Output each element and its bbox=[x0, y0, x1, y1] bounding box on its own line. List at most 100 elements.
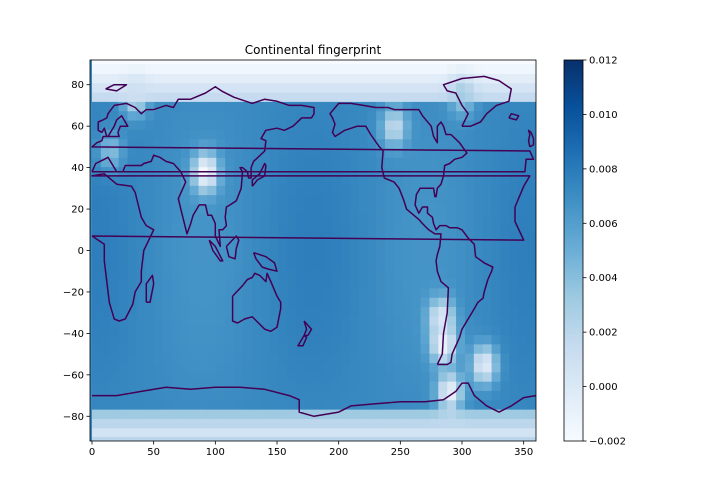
heatmap-cell bbox=[163, 334, 173, 345]
heatmap-cell bbox=[180, 287, 191, 298]
heatmap-cell bbox=[154, 250, 164, 261]
heatmap-cell bbox=[385, 278, 395, 289]
heatmap-cell bbox=[118, 222, 129, 233]
heatmap-cell bbox=[296, 222, 306, 233]
heatmap-cell bbox=[234, 427, 244, 438]
heatmap-cell bbox=[234, 101, 244, 112]
heatmap-cell bbox=[287, 110, 297, 121]
heatmap-cell bbox=[92, 175, 102, 186]
heatmap-cell bbox=[429, 390, 439, 401]
heatmap-cell bbox=[287, 390, 297, 401]
heatmap-cell bbox=[358, 64, 368, 74]
heatmap-cell bbox=[456, 194, 466, 205]
colorbar-tick-label: 0.010 bbox=[589, 110, 618, 121]
heatmap-cell bbox=[260, 157, 271, 168]
heatmap-cell bbox=[109, 343, 120, 354]
heatmap-cell bbox=[340, 147, 351, 158]
heatmap-cell bbox=[189, 362, 200, 373]
heatmap-cell bbox=[100, 157, 111, 168]
heatmap-cell bbox=[109, 250, 120, 261]
heatmap-cell bbox=[385, 343, 395, 354]
heatmap-cell bbox=[456, 110, 466, 121]
heatmap-cell bbox=[251, 418, 262, 429]
heatmap-cell bbox=[109, 381, 120, 391]
heatmap-cell bbox=[429, 138, 439, 149]
heatmap-cell bbox=[420, 325, 431, 336]
heatmap-cell bbox=[536, 260, 545, 270]
heatmap-cell bbox=[376, 231, 386, 242]
heatmap-cell bbox=[269, 82, 280, 93]
heatmap-cell bbox=[393, 231, 404, 242]
heatmap-cell bbox=[447, 259, 457, 270]
heatmap-cell bbox=[491, 194, 502, 205]
heatmap-cell bbox=[509, 203, 519, 214]
heatmap-cell bbox=[456, 381, 466, 391]
heatmap-cell bbox=[234, 278, 244, 289]
heatmap-cell bbox=[536, 223, 545, 233]
heatmap-cell bbox=[198, 157, 209, 168]
heatmap-cell bbox=[136, 418, 146, 429]
heatmap-cell bbox=[287, 129, 297, 140]
heatmap-cell bbox=[322, 73, 333, 84]
heatmap-cell bbox=[92, 381, 102, 391]
heatmap-cell bbox=[349, 73, 359, 84]
coastline bbox=[91, 173, 531, 322]
heatmap-cell bbox=[473, 213, 484, 224]
y-tick-label: −20 bbox=[63, 287, 84, 298]
heatmap-cell bbox=[163, 119, 173, 130]
heatmap-cell bbox=[473, 129, 484, 140]
heatmap-cell bbox=[447, 343, 457, 354]
heatmap-cell bbox=[420, 175, 431, 186]
heatmap-cell bbox=[376, 269, 386, 280]
heatmap-cell bbox=[473, 390, 484, 401]
heatmap-cell bbox=[260, 250, 271, 261]
heatmap-cell bbox=[456, 101, 466, 112]
colorbar-axis: −0.0020.0000.0020.0040.0060.0080.0100.01… bbox=[583, 56, 626, 448]
heatmap-cell bbox=[189, 119, 200, 130]
heatmap-cell bbox=[420, 91, 431, 102]
heatmap-cell bbox=[358, 297, 368, 308]
heatmap-cell bbox=[207, 362, 217, 373]
heatmap-cell bbox=[242, 82, 253, 93]
heatmap-cell bbox=[456, 119, 466, 130]
heatmap-cell bbox=[109, 269, 120, 280]
heatmap-cell bbox=[491, 418, 502, 429]
heatmap-cell bbox=[376, 259, 386, 270]
heatmap-cell bbox=[464, 231, 475, 242]
heatmap-cell bbox=[376, 409, 386, 419]
heatmap-cell bbox=[464, 64, 475, 74]
heatmap-cell bbox=[269, 147, 280, 158]
heatmap-cell bbox=[136, 157, 146, 168]
heatmap-cell bbox=[500, 343, 510, 354]
heatmap-cell bbox=[136, 259, 146, 270]
heatmap-cell bbox=[358, 409, 368, 419]
heatmap-cell bbox=[367, 185, 377, 196]
heatmap-cell bbox=[393, 213, 404, 224]
heatmap-cell bbox=[340, 138, 351, 149]
heatmap-cell bbox=[340, 203, 351, 214]
heatmap-cell bbox=[189, 371, 200, 382]
heatmap-cell bbox=[278, 213, 288, 224]
heatmap-cell bbox=[340, 194, 351, 205]
heatmap-cell bbox=[393, 325, 404, 336]
heatmap-cell bbox=[136, 91, 146, 102]
heatmap-cell bbox=[314, 194, 324, 205]
heatmap-cell bbox=[349, 390, 359, 401]
heatmap-cell bbox=[482, 297, 493, 308]
heatmap-cell bbox=[287, 371, 297, 382]
heatmap-cell bbox=[225, 399, 235, 410]
heatmap-cell bbox=[109, 73, 120, 84]
heatmap-cell bbox=[163, 147, 173, 158]
heatmap-cell bbox=[92, 259, 102, 270]
heatmap-cell bbox=[278, 101, 288, 112]
heatmap-cell bbox=[402, 297, 413, 308]
heatmap-cell bbox=[305, 231, 315, 242]
heatmap-cell bbox=[536, 83, 545, 93]
heatmap-cell bbox=[100, 147, 111, 158]
heatmap-cell bbox=[251, 287, 262, 298]
heatmap-cell bbox=[358, 353, 368, 363]
heatmap-cell bbox=[260, 297, 271, 308]
heatmap-cell bbox=[278, 82, 288, 93]
heatmap-cell bbox=[367, 306, 377, 317]
heatmap-cell bbox=[234, 222, 244, 233]
